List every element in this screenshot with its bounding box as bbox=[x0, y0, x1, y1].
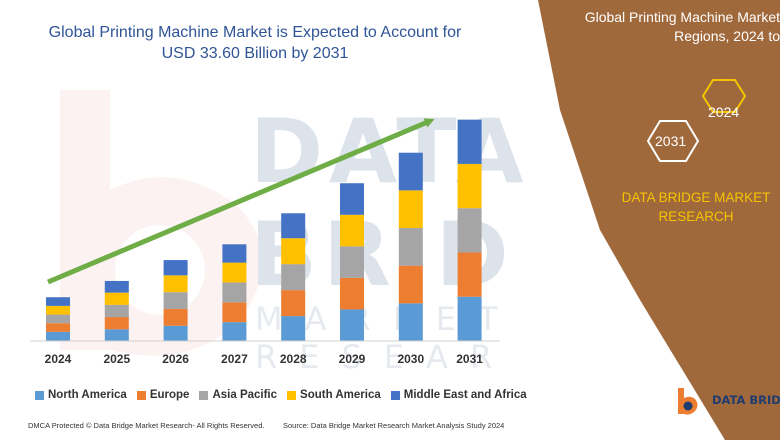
bar-2030-asia-pacific bbox=[398, 228, 423, 266]
legend-swatch bbox=[35, 390, 44, 400]
legend-label: Europe bbox=[149, 389, 190, 401]
trend-arrow bbox=[47, 118, 435, 285]
bar-2028-south-america bbox=[281, 238, 306, 265]
bar-2024-south-america bbox=[46, 305, 70, 315]
chart-title-line1: Global Printing Machine Market is Expect… bbox=[48, 24, 462, 41]
bar-2028-asia-pacific bbox=[281, 264, 306, 291]
bar-2031-europe bbox=[457, 252, 482, 297]
brand-logo-icon bbox=[678, 388, 698, 415]
bar-2025-asia-pacific bbox=[104, 304, 129, 318]
bar-2030-north-america bbox=[398, 303, 423, 341]
x-tick-label-2025: 2025 bbox=[103, 352, 130, 366]
legend-swatch bbox=[390, 390, 400, 400]
x-tick-label-2029: 2029 bbox=[339, 352, 366, 366]
legend-swatch bbox=[287, 390, 297, 400]
footer-copyright: DMCA Protected © Data Bridge Market Rese… bbox=[28, 421, 265, 430]
brand-name: DATA BRIDGE bbox=[712, 393, 780, 407]
legend-label: Asia Pacific bbox=[212, 389, 278, 401]
bar-2028-middle-east-and-africa bbox=[281, 213, 306, 239]
bar-2026-north-america bbox=[163, 325, 188, 341]
legend-swatch bbox=[199, 390, 209, 400]
right-brand-line2: RESEARCH bbox=[658, 209, 734, 224]
bar-2028-europe bbox=[281, 290, 306, 317]
bar-2028-north-america bbox=[281, 316, 306, 341]
bar-2027-south-america bbox=[222, 262, 247, 283]
right-panel-brand: DATA BRIDGE MARKET RESEARCH bbox=[612, 188, 780, 226]
chart-title-line2: USD 33.60 Billion by 2031 bbox=[161, 45, 349, 62]
bar-2029-europe bbox=[340, 277, 364, 310]
bar-2025-north-america bbox=[104, 329, 129, 341]
legend-label: Middle East and Africa bbox=[403, 389, 527, 401]
x-tick-label-2024: 2024 bbox=[45, 352, 72, 366]
chart-legend: North America Europe Asia Pacific South Ame… bbox=[35, 389, 527, 401]
bar-2030-middle-east-and-africa bbox=[398, 152, 423, 191]
chart-title: Global Printing Machine Market is Expect… bbox=[15, 22, 495, 64]
bar-2029-north-america bbox=[340, 309, 364, 341]
bar-2026-middle-east-and-africa bbox=[163, 260, 188, 276]
legend-label: South America bbox=[300, 389, 381, 401]
bar-2024-north-america bbox=[46, 331, 70, 341]
right-title-line1: Global Printing Machine Market bbox=[584, 9, 780, 25]
legend-item-asia-pacific: Asia Pacific bbox=[199, 389, 277, 401]
bar-2025-middle-east-and-africa bbox=[104, 280, 129, 293]
hex-label-2024: 2024 bbox=[708, 104, 740, 120]
bar-2026-asia-pacific bbox=[163, 292, 188, 309]
bar-2029-middle-east-and-africa bbox=[340, 183, 364, 215]
footer-source: Source: Data Bridge Market Research Mark… bbox=[283, 421, 505, 430]
x-tick-label-2031: 2031 bbox=[456, 352, 483, 366]
bar-2031-middle-east-and-africa bbox=[457, 119, 482, 164]
legend-item-europe: Europe bbox=[136, 389, 190, 401]
hex-label-2031: 2031 bbox=[655, 133, 687, 149]
right-title-line2: Regions, 2024 to bbox=[674, 28, 780, 44]
bar-2025-europe bbox=[104, 317, 129, 330]
x-tick-label-2030: 2030 bbox=[397, 352, 424, 366]
bar-2027-europe bbox=[222, 302, 247, 323]
bar-2026-europe bbox=[163, 308, 188, 326]
bar-2024-middle-east-and-africa bbox=[46, 297, 70, 306]
bar-2030-europe bbox=[398, 265, 423, 304]
right-panel-title: Global Printing Machine Market Regions, … bbox=[558, 8, 780, 46]
legend-item-north-america: North America bbox=[35, 389, 127, 401]
legend-label: North America bbox=[48, 389, 127, 401]
bar-2027-north-america bbox=[222, 322, 247, 341]
bar-2026-south-america bbox=[163, 275, 188, 293]
x-tick-label-2027: 2027 bbox=[221, 352, 248, 366]
legend-item-south-america: South America bbox=[287, 389, 381, 401]
bar-2024-asia-pacific bbox=[46, 314, 70, 324]
bar-2029-asia-pacific bbox=[340, 246, 364, 278]
legend-item-middle-east-and-africa: Middle East and Africa bbox=[390, 389, 527, 401]
x-tick-label-2028: 2028 bbox=[280, 352, 307, 366]
x-tick-label-2026: 2026 bbox=[162, 352, 189, 366]
bar-2029-south-america bbox=[340, 214, 364, 247]
bar-2025-south-america bbox=[104, 292, 129, 305]
legend-swatch bbox=[136, 390, 146, 400]
bar-2024-europe bbox=[46, 323, 70, 332]
right-brand-line1: DATA BRIDGE MARKET bbox=[621, 190, 771, 205]
bar-2027-middle-east-and-africa bbox=[222, 244, 247, 263]
bar-2031-north-america bbox=[457, 296, 482, 341]
bar-2031-south-america bbox=[457, 163, 482, 209]
bar-2027-asia-pacific bbox=[222, 282, 247, 303]
bar-2031-asia-pacific bbox=[457, 208, 482, 253]
bar-2030-south-america bbox=[398, 190, 423, 229]
